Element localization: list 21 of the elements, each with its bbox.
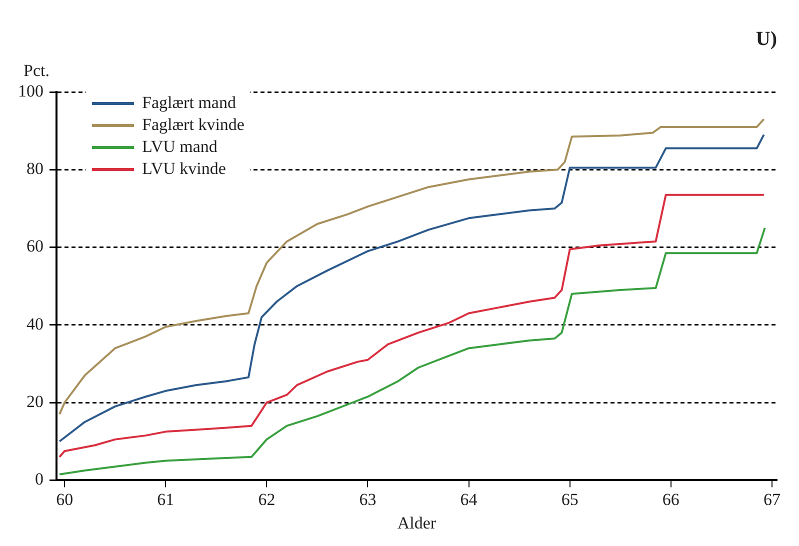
- legend-label: LVU mand: [142, 136, 218, 158]
- y-tick-label: 80: [26, 159, 44, 178]
- y-tick-label: 100: [18, 81, 44, 100]
- x-axis-title: Alder: [397, 513, 436, 532]
- x-tick-label: 65: [561, 490, 578, 509]
- legend-label: LVU kvinde: [142, 158, 226, 180]
- y-tick-label: 0: [35, 470, 44, 489]
- y-tick-label: 20: [26, 392, 44, 412]
- y-tick-label: 60: [26, 236, 44, 256]
- chart-title: U): [756, 28, 777, 50]
- x-tick-label: 62: [258, 490, 276, 509]
- x-tick-label: 60: [56, 490, 74, 509]
- y-axis-title: Pct.: [24, 60, 50, 80]
- x-tick-label: 63: [359, 490, 376, 509]
- legend-label: Faglært mand: [142, 92, 236, 114]
- x-tick-label: 61: [157, 490, 174, 509]
- x-tick-label: 64: [460, 490, 478, 509]
- legend-label: Faglært kvinde: [142, 114, 244, 136]
- x-tick-label: 67: [763, 490, 781, 509]
- y-tick-label: 40: [26, 314, 44, 334]
- x-tick-label: 66: [662, 490, 680, 509]
